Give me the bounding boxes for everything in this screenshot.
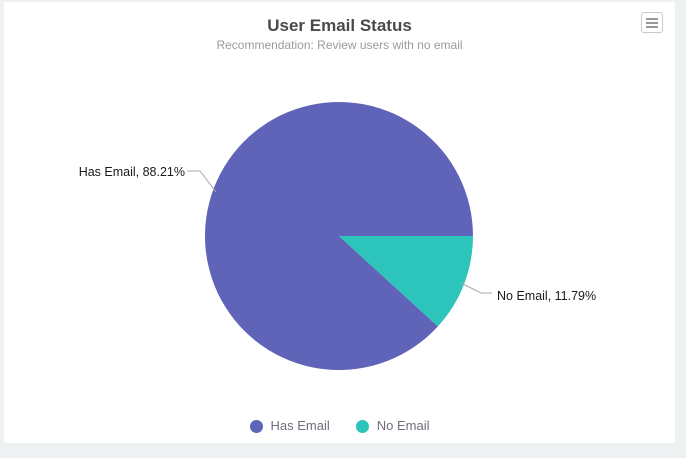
chart-subtitle: Recommendation: Review users with no ema… (216, 38, 463, 52)
legend-label: Has Email (270, 418, 330, 433)
legend-item-has-email[interactable]: Has Email (249, 417, 330, 435)
chart-legend: Has Email No Email (4, 417, 675, 435)
pie-slice-has-email[interactable] (204, 102, 473, 371)
chart-title: User Email Status (267, 16, 412, 35)
pie-slice-no-email[interactable] (339, 235, 473, 327)
legend-marker-has-email-icon (249, 419, 263, 433)
legend-label: No Email (376, 418, 430, 433)
legend-item-no-email[interactable]: No Email (355, 417, 430, 435)
legend-marker-no-email-icon (355, 419, 369, 433)
chart-menu-button[interactable] (641, 12, 663, 33)
hamburger-menu-icon (646, 17, 658, 20)
chart-header: User Email Status Recommendation: Review… (4, 15, 675, 53)
